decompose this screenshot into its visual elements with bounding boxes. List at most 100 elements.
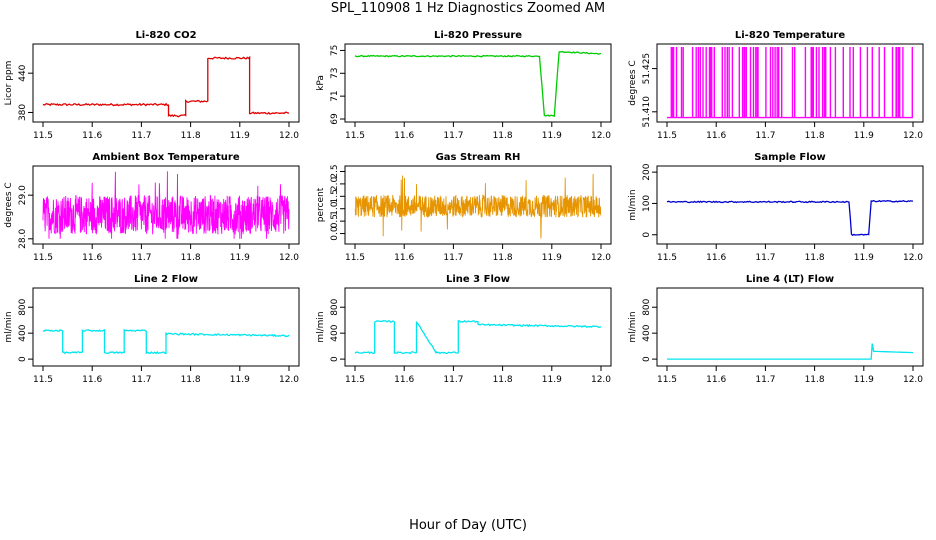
x-tick-label: 12.0 — [279, 131, 299, 141]
y-tick-label: 100 — [642, 195, 652, 212]
series-noise — [42, 171, 290, 239]
panel-title: Li-820 Pressure — [434, 30, 522, 41]
y-tick-label: 400 — [330, 324, 340, 341]
x-tick-label: 11.8 — [493, 131, 513, 141]
y-axis-label: kPa — [316, 75, 326, 91]
panel-2: Li-820 Pressure kPa 11.5 11.6 11.7 11.8 11.9 12… — [316, 30, 612, 141]
series-noise — [354, 173, 602, 239]
y-tick-label: 0 — [642, 232, 652, 238]
y-axis-label: Licor ppm — [4, 61, 14, 106]
series-line — [667, 343, 913, 360]
series-9 — [667, 343, 913, 360]
x-tick-label: 11.6 — [394, 375, 414, 385]
y-tick-label: 73 — [330, 68, 340, 79]
y-tick-label: 51.425 — [642, 53, 652, 85]
y-axis-label: percent — [316, 187, 326, 222]
y-tick-label: 440 — [18, 64, 28, 81]
series-line — [42, 328, 290, 355]
y-tick-label: 0 — [642, 356, 652, 362]
plot-frame — [32, 287, 300, 367]
x-tick-label: 12.0 — [591, 131, 611, 141]
panel-9: Line 4 (LT) Flow ml/min 11.5 11.6 11.7 11.8 11… — [628, 274, 924, 385]
y-axis-label: ml/min — [628, 189, 638, 220]
plot-frame — [656, 43, 924, 123]
x-tick-label: 11.8 — [181, 131, 201, 141]
series-line — [354, 50, 602, 117]
y-axis-label: ml/min — [316, 311, 326, 342]
y-axis-label: ml/min — [628, 311, 638, 342]
panel-4: Ambient Box Temperature degrees C 11.5 11.6… — [4, 152, 300, 263]
plot-frame — [32, 43, 300, 123]
x-tick-label: 11.7 — [755, 131, 775, 141]
x-tick-label: 11.6 — [82, 131, 102, 141]
panel-3: Li-820 Temperature degrees C 11.5 11.6 11.7 1… — [628, 30, 924, 141]
y-tick-label: 200 — [642, 163, 652, 180]
panel-title: Line 4 (LT) Flow — [746, 274, 834, 285]
panel-5: Gas Stream RH percent 11.5 11.6 11.7 11.8 11.9… — [316, 152, 612, 263]
x-tick-label: 11.5 — [33, 253, 53, 263]
panel-8: Line 3 Flow ml/min 11.5 11.6 11.7 11.8 11.9 12.… — [316, 274, 612, 385]
x-tick-label: 11.9 — [230, 253, 250, 263]
x-tick-label: 11.7 — [443, 131, 463, 141]
x-tick-label: 11.8 — [805, 253, 825, 263]
x-tick-label: 11.8 — [181, 375, 201, 385]
x-tick-label: 11.5 — [345, 131, 365, 141]
y-tick-label: 800 — [330, 298, 340, 315]
x-tick-label: 11.5 — [657, 131, 677, 141]
x-tick-label: 11.6 — [82, 253, 102, 263]
x-tick-label: 11.9 — [542, 253, 562, 263]
y-tick-label: 2.5 — [330, 164, 340, 178]
x-tick-label: 11.5 — [657, 375, 677, 385]
x-tick-label: 11.7 — [755, 375, 775, 385]
series-2 — [354, 50, 602, 117]
y-tick-label: 0 — [330, 356, 340, 362]
y-tick-label: 800 — [642, 298, 652, 315]
x-tick-label: 11.8 — [805, 131, 825, 141]
x-tick-label: 11.8 — [805, 375, 825, 385]
y-axis-label: ml/min — [4, 311, 14, 342]
y-axis-label: degrees C — [628, 60, 638, 105]
x-tick-label: 11.5 — [33, 375, 53, 385]
panel-title: Sample Flow — [754, 152, 826, 163]
series-line — [666, 199, 914, 237]
x-tick-label: 11.7 — [131, 131, 151, 141]
x-tick-label: 12.0 — [903, 131, 923, 141]
series-4 — [42, 171, 290, 239]
plot-frame — [344, 287, 612, 367]
y-tick-label: 75 — [330, 45, 340, 56]
x-tick-label: 11.5 — [345, 375, 365, 385]
x-tick-label: 11.5 — [657, 253, 677, 263]
x-tick-label: 11.6 — [706, 131, 726, 141]
panel-title: Ambient Box Temperature — [92, 152, 239, 163]
x-tick-label: 11.9 — [230, 375, 250, 385]
panel-title: Li-820 Temperature — [735, 30, 845, 41]
series-7 — [42, 328, 290, 355]
x-tick-label: 12.0 — [903, 253, 923, 263]
x-tick-label: 11.7 — [443, 253, 463, 263]
series-line — [42, 55, 290, 118]
series-5 — [354, 173, 602, 239]
x-tick-label: 11.7 — [131, 375, 151, 385]
x-tick-label: 11.7 — [443, 375, 463, 385]
series-spikes — [666, 47, 913, 119]
y-tick-label: 51.410 — [642, 96, 652, 128]
x-tick-label: 11.8 — [493, 375, 513, 385]
y-tick-label: 400 — [642, 324, 652, 341]
series-6 — [666, 199, 914, 237]
x-tick-label: 11.6 — [394, 131, 414, 141]
panel-title: Li-820 CO2 — [135, 30, 196, 41]
x-tick-label: 12.0 — [903, 375, 923, 385]
y-tick-label: 380 — [18, 104, 28, 121]
x-tick-label: 11.8 — [493, 253, 513, 263]
plot-frame — [656, 287, 924, 367]
plot-frame — [32, 165, 300, 245]
x-tick-label: 11.6 — [82, 375, 102, 385]
y-tick-label: 1.5 — [330, 189, 340, 203]
plot-frame — [344, 165, 612, 245]
y-tick-label: 400 — [18, 324, 28, 341]
x-tick-label: 11.9 — [854, 375, 874, 385]
x-tick-label: 12.0 — [279, 375, 299, 385]
x-tick-label: 12.0 — [279, 253, 299, 263]
panel-title: Line 3 Flow — [446, 274, 510, 285]
